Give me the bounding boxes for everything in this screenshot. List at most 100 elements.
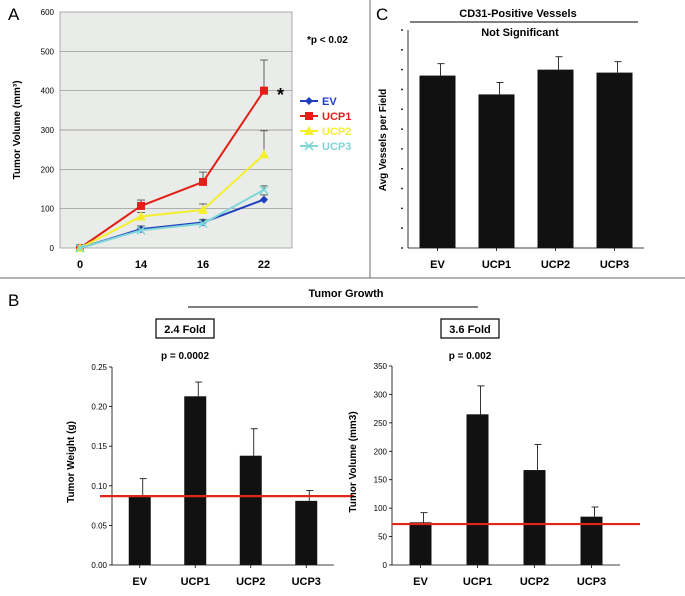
legend-item-ucp3: UCP3 bbox=[300, 141, 351, 153]
legend-item-ev: EV bbox=[300, 96, 337, 108]
data-point bbox=[198, 219, 208, 229]
panel-label-a: A bbox=[8, 5, 20, 24]
bar-ucp3 bbox=[580, 516, 603, 565]
y-tick bbox=[401, 167, 403, 170]
y-tick bbox=[401, 187, 403, 190]
x-tick-label: 22 bbox=[258, 259, 270, 271]
bar-ev bbox=[419, 75, 456, 248]
x-tick-label: UCP1 bbox=[482, 259, 511, 271]
x-tick-label: 14 bbox=[135, 259, 148, 271]
bar-ev bbox=[128, 496, 151, 565]
line-chart-tumor-volume: 0 100 200 300 400 500 600 0 14 16 22 Tumor Volume… bbox=[12, 8, 351, 271]
y-tick bbox=[401, 68, 403, 71]
x-tick-label: EV bbox=[413, 576, 428, 588]
bar-ucp2 bbox=[523, 470, 546, 565]
data-point bbox=[136, 211, 146, 221]
bar-ev bbox=[409, 522, 432, 565]
bar-ucp1 bbox=[466, 414, 489, 565]
y-tick-label: 200 bbox=[374, 447, 388, 456]
y-tick-label: 150 bbox=[374, 476, 388, 485]
y-tick bbox=[401, 48, 403, 51]
y-tick-label: 200 bbox=[41, 165, 55, 174]
x-tick-label: UCP3 bbox=[600, 259, 629, 271]
fold-box-right bbox=[440, 318, 500, 339]
y-tick-label: 0.15 bbox=[91, 442, 107, 451]
chart-title: CD31-Positive Vessels bbox=[459, 8, 576, 20]
y-tick-label: 0.25 bbox=[91, 363, 107, 372]
y-tick-label: 100 bbox=[41, 205, 55, 214]
data-point bbox=[136, 225, 146, 235]
y-tick-label: 50 bbox=[378, 533, 387, 542]
x-tick-label: 0 bbox=[77, 259, 83, 271]
data-point bbox=[137, 201, 145, 210]
legend-item-ucp1: UCP1 bbox=[300, 111, 351, 123]
x-tick-label: EV bbox=[430, 259, 445, 271]
legend-label: UCP3 bbox=[322, 141, 351, 153]
y-tick-label: 500 bbox=[41, 47, 55, 56]
y-tick bbox=[401, 88, 403, 91]
x-tick-label: UCP3 bbox=[577, 576, 606, 588]
y-tick-label: 0.10 bbox=[91, 482, 107, 491]
series-ucp3 bbox=[75, 185, 269, 253]
data-point bbox=[198, 204, 208, 214]
fold-change-right: 3.6 Fold bbox=[449, 324, 491, 336]
y-tick-label: 300 bbox=[41, 126, 55, 135]
legend-label: UCP1 bbox=[322, 111, 351, 123]
bar-ucp3 bbox=[295, 500, 318, 565]
y-tick-label: 400 bbox=[41, 87, 55, 96]
y-axis-label: Tumor Volume (mm³) bbox=[12, 80, 23, 179]
bar-chart-vessels: CD31-Positive Vessels Not Significant Av… bbox=[378, 8, 644, 271]
x-tick-label: UCP1 bbox=[181, 576, 210, 588]
p-value-right: p = 0.002 bbox=[449, 351, 492, 362]
y-axis-label: Tumor Volume (mm3) bbox=[348, 411, 359, 512]
legend-label: UCP2 bbox=[322, 126, 351, 138]
x-tick-label: EV bbox=[132, 576, 147, 588]
panel-label-b: B bbox=[8, 291, 19, 310]
fold-change-left: 2.4 Fold bbox=[164, 324, 206, 336]
x-tick-label: UCP3 bbox=[292, 576, 321, 588]
legend-item-ucp2: UCP2 bbox=[300, 126, 351, 138]
y-tick-label: 0 bbox=[50, 244, 55, 253]
series-line bbox=[79, 153, 265, 249]
y-tick-label: 600 bbox=[41, 8, 55, 17]
legend-label: EV bbox=[322, 96, 337, 108]
y-tick-label: 100 bbox=[374, 504, 388, 513]
significance-note: *p < 0.02 bbox=[307, 35, 348, 46]
y-tick-label: 300 bbox=[374, 390, 388, 399]
y-axis-label: Avg Vessels per Field bbox=[378, 89, 389, 191]
y-tick bbox=[401, 247, 403, 249]
x-tick-label: UCP2 bbox=[236, 576, 265, 588]
bar-ucp1 bbox=[184, 396, 207, 565]
x-tick-label: UCP2 bbox=[541, 259, 570, 271]
series-line bbox=[79, 90, 265, 249]
tumor-growth-title: Tumor Growth bbox=[309, 288, 384, 300]
x-tick-label: 16 bbox=[197, 259, 209, 271]
series-line bbox=[79, 188, 265, 249]
significance-star: * bbox=[277, 85, 284, 105]
y-tick bbox=[401, 128, 403, 130]
y-tick bbox=[401, 227, 403, 230]
significance-label: Not Significant bbox=[481, 27, 559, 39]
data-point bbox=[260, 86, 268, 95]
bar-ucp1 bbox=[478, 94, 515, 248]
x-tick-label: UCP1 bbox=[463, 576, 492, 588]
bar-chart-tumor-weight: Tumor Weight (g) 0.00 0.05 0.10 0.15 0.20 0.2… bbox=[66, 363, 354, 588]
y-tick-label: 350 bbox=[374, 362, 388, 371]
legend-marker bbox=[304, 126, 314, 135]
y-tick bbox=[401, 207, 403, 210]
data-point bbox=[75, 243, 85, 253]
x-tick-label: UCP2 bbox=[520, 576, 549, 588]
bar-ucp2 bbox=[239, 455, 262, 565]
legend: EV UCP1 UCP2 UCP3 bbox=[300, 96, 351, 153]
legend-marker bbox=[305, 97, 313, 105]
panel-label-c: C bbox=[376, 5, 388, 24]
y-tick bbox=[401, 108, 403, 111]
data-point bbox=[199, 177, 207, 186]
p-value-left: p = 0.0002 bbox=[161, 351, 210, 362]
y-tick-label: 0.00 bbox=[91, 561, 107, 570]
y-tick bbox=[401, 29, 403, 31]
y-tick-label: 0 bbox=[383, 561, 388, 570]
data-point bbox=[259, 185, 269, 195]
y-tick bbox=[401, 148, 403, 150]
